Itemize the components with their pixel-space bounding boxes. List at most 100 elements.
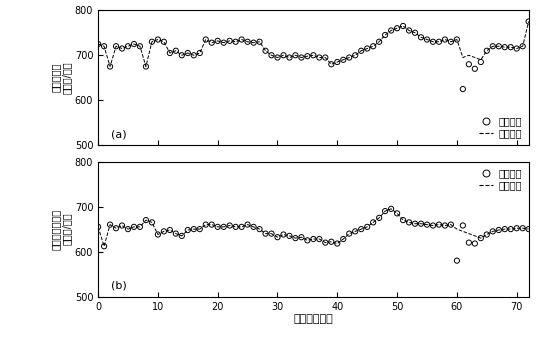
Point [399,217,408,223]
Point [184,227,192,233]
Point [315,55,324,60]
Point [422,222,431,227]
Point [387,206,396,211]
Point [112,44,120,49]
Point [333,241,342,246]
Point [375,39,384,44]
Point [518,225,527,231]
Point [446,222,455,227]
Point [261,231,270,236]
Point [154,37,162,42]
Point [243,222,252,227]
Point [512,225,521,231]
Point [130,41,138,47]
Point [118,46,126,51]
Point [231,224,240,229]
Point [231,39,240,44]
Point [202,222,210,227]
Point [136,224,144,229]
Point [190,226,198,232]
Point [482,232,491,237]
Point [369,220,378,225]
Point [524,19,533,24]
Point [178,233,186,239]
Point [440,37,449,42]
Y-axis label: 主蒸汽流量
（兆焦/秒）: 主蒸汽流量 （兆焦/秒） [50,61,72,94]
Point [500,44,509,50]
Y-axis label: 热再热蒸汽流量
（兆焦/秒）: 热再热蒸汽流量 （兆焦/秒） [50,209,72,250]
Point [428,39,437,44]
Point [279,232,288,237]
Point [196,50,204,56]
Point [172,48,180,54]
Point [422,37,431,42]
Point [291,53,300,58]
Point [160,228,168,234]
Point [225,38,234,44]
Point [273,235,282,240]
Point [196,226,204,232]
Point [387,28,396,33]
Point [393,211,402,216]
Point [94,224,102,229]
Point [470,241,479,246]
Point [464,61,473,67]
Point [267,231,276,236]
Point [297,55,306,60]
Point [405,220,414,225]
Point [124,226,132,232]
Point [285,233,294,239]
Point [363,224,372,229]
Point [333,59,342,65]
Point [315,236,324,242]
Point [363,46,372,51]
Point [416,221,425,226]
Legend: 实际输出, 模型预报: 实际输出, 模型预报 [477,166,524,192]
Point [184,50,192,56]
Point [375,215,384,221]
Point [476,235,485,241]
Point [213,38,222,44]
Point [393,26,402,31]
Point [130,224,138,229]
Point [357,48,366,54]
Point [106,222,114,227]
Point [202,37,210,42]
Point [249,224,258,229]
Point [255,39,264,44]
Point [446,39,455,44]
Point [225,223,234,228]
Point [237,37,246,42]
Point [94,41,102,47]
X-axis label: 时间（小时）: 时间（小时） [294,314,333,324]
Point [213,224,222,229]
Point [327,61,336,67]
Point [381,208,390,214]
Point [434,39,443,44]
Point [518,44,527,49]
Point [100,243,108,249]
Legend: 实际输出, 模型预报: 实际输出, 模型预报 [477,115,524,140]
Point [399,23,408,29]
Point [255,226,264,232]
Point [303,238,312,243]
Point [470,66,479,72]
Point [482,48,491,54]
Point [243,39,252,44]
Point [219,224,228,229]
Point [464,240,473,246]
Point [160,39,168,44]
Point [351,228,360,234]
Point [291,235,300,241]
Point [285,55,294,60]
Point [452,258,461,263]
Point [506,44,515,50]
Point [351,53,360,58]
Point [381,32,390,38]
Point [207,40,216,45]
Point [309,53,318,58]
Point [369,44,378,49]
Point [172,231,180,236]
Point [154,232,162,237]
Point [512,46,521,51]
